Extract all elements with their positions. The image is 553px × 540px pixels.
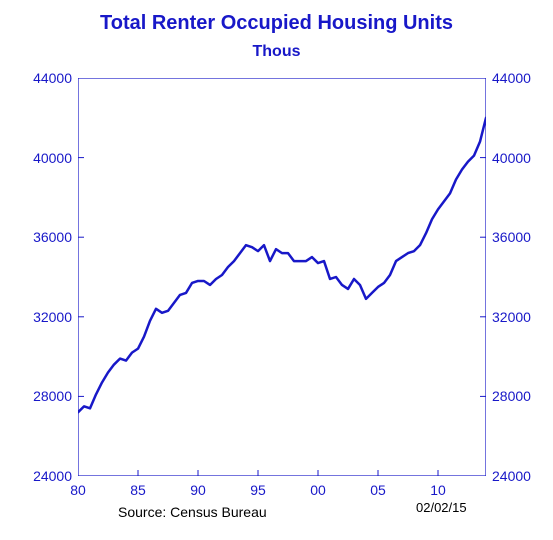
chart-plot-area: [78, 78, 486, 476]
plot-border: [78, 78, 486, 476]
chart-title: Total Renter Occupied Housing Units: [0, 0, 553, 35]
x-label: 05: [370, 482, 386, 498]
x-label: 80: [70, 482, 86, 498]
x-label: 85: [130, 482, 146, 498]
y-label-right: 32000: [492, 309, 531, 325]
date-label: 02/02/15: [416, 500, 467, 515]
y-label-left: 40000: [33, 150, 72, 166]
y-label-left: 36000: [33, 229, 72, 245]
y-label-right: 28000: [492, 388, 531, 404]
y-label-right: 36000: [492, 229, 531, 245]
y-label-right: 24000: [492, 468, 531, 484]
source-label: Source: Census Bureau: [118, 504, 267, 520]
line-chart-svg: [78, 78, 486, 476]
x-label: 95: [250, 482, 266, 498]
y-label-right: 44000: [492, 70, 531, 86]
x-label: 90: [190, 482, 206, 498]
y-label-left: 28000: [33, 388, 72, 404]
chart-subtitle: Thous: [0, 35, 553, 61]
x-label: 10: [430, 482, 446, 498]
y-label-right: 40000: [492, 150, 531, 166]
data-line: [78, 118, 486, 413]
y-label-left: 32000: [33, 309, 72, 325]
x-label: 00: [310, 482, 326, 498]
y-label-left: 24000: [33, 468, 72, 484]
y-label-left: 44000: [33, 70, 72, 86]
